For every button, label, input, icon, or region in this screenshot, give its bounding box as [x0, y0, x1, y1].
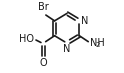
Text: Br: Br [38, 2, 49, 12]
Text: HO: HO [18, 34, 33, 44]
Text: N: N [63, 44, 71, 54]
Text: 2: 2 [96, 42, 100, 48]
Text: N: N [81, 16, 88, 26]
Text: O: O [40, 58, 47, 68]
Text: NH: NH [91, 38, 105, 48]
